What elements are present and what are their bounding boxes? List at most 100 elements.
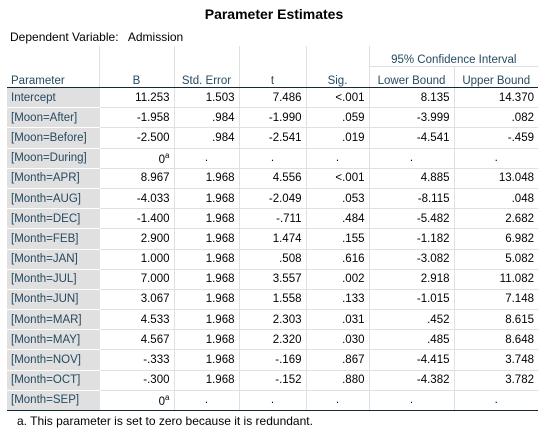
cell-upper-bound: . [453, 148, 538, 169]
row-label: [Month=OCT] [7, 370, 99, 391]
cell-lower-bound: -3.082 [368, 249, 454, 270]
cell-sig: .155 [305, 228, 369, 250]
cell-b-value: 0 [158, 153, 166, 166]
table-row: [Moon=After] -1.958.984 -1.990.059 -3.999.0… [7, 107, 538, 129]
col-header-b: B [98, 66, 174, 88]
col-header-std-error: Std. Error [173, 66, 239, 88]
row-label: [Month=JAN] [7, 249, 99, 270]
table-row: [Month=OCT] -.300 1.968 -.152.880 -4.382 3.78… [7, 370, 538, 391]
cell-std-error: . [173, 148, 239, 169]
cell-upper-bound: 8.615 [453, 309, 538, 331]
cell-b: 4.533 [98, 309, 174, 331]
footnote: a. This parameter is set to zero because… [17, 414, 313, 428]
cell-lower-bound: .452 [368, 309, 454, 331]
cell-sig: .484 [305, 208, 369, 230]
table-title: Parameter Estimates [204, 6, 344, 22]
cell-std-error: 1.968 [173, 249, 239, 270]
cell-sig: .867 [305, 349, 369, 371]
cell-upper-bound: .082 [453, 107, 538, 129]
cell-upper-bound: 7.148 [453, 289, 538, 311]
table-row: [Month=AUG] -4.033 1.968 -2.049.053 -8.115.0… [7, 188, 538, 210]
table-row: [Month=SEP] 0a..... [7, 390, 538, 412]
dependent-variable-label: Dependent Variable: [10, 30, 119, 44]
row-label: [Month=NOV] [7, 349, 99, 371]
footnote-marker: a [165, 392, 170, 402]
ci-header: 95% Confidence Interval [368, 46, 538, 67]
cell-upper-bound: 5.082 [453, 249, 538, 270]
cell-lower-bound: . [368, 148, 454, 169]
cell-sig: .002 [305, 269, 369, 290]
row-label: [Moon=During] [7, 148, 99, 169]
table-body: Intercept 11.253 1.503 7.486 <.001 8.135 14.37… [7, 87, 538, 412]
col-header-parameter: Parameter [7, 66, 99, 88]
cell-sig: . [305, 148, 369, 169]
table-row: [Month=FEB] 2.900 1.968 1.474.155 -1.182 6.98… [7, 228, 538, 250]
cell-lower-bound: -4.415 [368, 349, 454, 371]
cell-std-error: 1.968 [173, 208, 239, 230]
cell-sig: <.001 [305, 87, 369, 109]
cell-lower-bound: -3.999 [368, 107, 454, 129]
table-row: Intercept 11.253 1.503 7.486 <.001 8.135 14.37… [7, 87, 538, 109]
cell-sig: .030 [305, 329, 369, 351]
cell-b: -.300 [98, 370, 174, 391]
cell-lower-bound: . [368, 390, 454, 412]
cell-b: 0a [98, 390, 174, 412]
cell-sig: .019 [305, 127, 369, 149]
cell-t: -2.541 [238, 127, 306, 149]
cell-lower-bound: 4.885 [368, 168, 454, 189]
cell-t: . [238, 390, 306, 412]
cell-b: -.333 [98, 349, 174, 371]
cell-lower-bound: .485 [368, 329, 454, 351]
cell-std-error: 1.968 [173, 349, 239, 371]
cell-b: 1.000 [98, 249, 174, 270]
row-label: [Month=SEP] [7, 390, 99, 412]
row-label: [Month=JUL] [7, 269, 99, 290]
cell-sig: .059 [305, 107, 369, 129]
cell-upper-bound: . [453, 390, 538, 412]
row-label: [Month=MAR] [7, 309, 99, 331]
cell-b: -2.500 [98, 127, 174, 149]
cell-b: 3.067 [98, 289, 174, 311]
table-row: [Month=NOV] -.333 1.968 -.169.867 -4.415 3.74… [7, 349, 538, 371]
cell-upper-bound: 3.748 [453, 349, 538, 371]
table-row: [Moon=During] 0a..... [7, 148, 538, 169]
cell-upper-bound: 3.782 [453, 370, 538, 391]
cell-t: 2.303 [238, 309, 306, 331]
cell-upper-bound: 11.082 [453, 269, 538, 290]
cell-t: .508 [238, 249, 306, 270]
cell-b: 11.253 [98, 87, 174, 109]
cell-std-error: 1.968 [173, 329, 239, 351]
cell-t: . [238, 148, 306, 169]
cell-sig: .133 [305, 289, 369, 311]
footnote-marker: a [165, 150, 170, 160]
cell-b: 7.000 [98, 269, 174, 290]
header-row-top: 95% Confidence Interval [7, 46, 538, 67]
cell-t: -.711 [238, 208, 306, 230]
cell-t: 1.558 [238, 289, 306, 311]
cell-std-error: .984 [173, 107, 239, 129]
table-row: [Month=MAY] 4.567 1.968 2.320.030.485 8.648 [7, 329, 538, 351]
cell-lower-bound: -8.115 [368, 188, 454, 210]
dependent-variable-value: Admission [127, 30, 184, 44]
cell-lower-bound: -1.182 [368, 228, 454, 250]
cell-b: 0a [98, 148, 174, 169]
cell-upper-bound: .048 [453, 188, 538, 210]
table-row: [Month=JUL] 7.000 1.968 3.557.002 2.918 11.08… [7, 269, 538, 290]
table-row: [Month=APR] 8.967 1.968 4.556 <.001 4.885 13.0… [7, 168, 538, 189]
parameter-estimates-table: 95% Confidence Interval Parameter B Std.… [7, 46, 538, 412]
row-label: [Month=APR] [7, 168, 99, 189]
cell-upper-bound: 6.982 [453, 228, 538, 250]
col-header-t: t [238, 66, 306, 88]
row-label: [Month=JUN] [7, 289, 99, 311]
cell-lower-bound: 2.918 [368, 269, 454, 290]
cell-b: -1.958 [98, 107, 174, 129]
cell-upper-bound: 14.370 [453, 87, 538, 109]
cell-t: -.169 [238, 349, 306, 371]
cell-std-error: .984 [173, 127, 239, 149]
cell-t: -1.990 [238, 107, 306, 129]
cell-std-error: 1.968 [173, 168, 239, 189]
cell-std-error: 1.968 [173, 228, 239, 250]
table-row: [Month=MAR] 4.533 1.968 2.303.031.452 8.615 [7, 309, 538, 331]
cell-sig: .880 [305, 370, 369, 391]
row-label: [Month=FEB] [7, 228, 99, 250]
